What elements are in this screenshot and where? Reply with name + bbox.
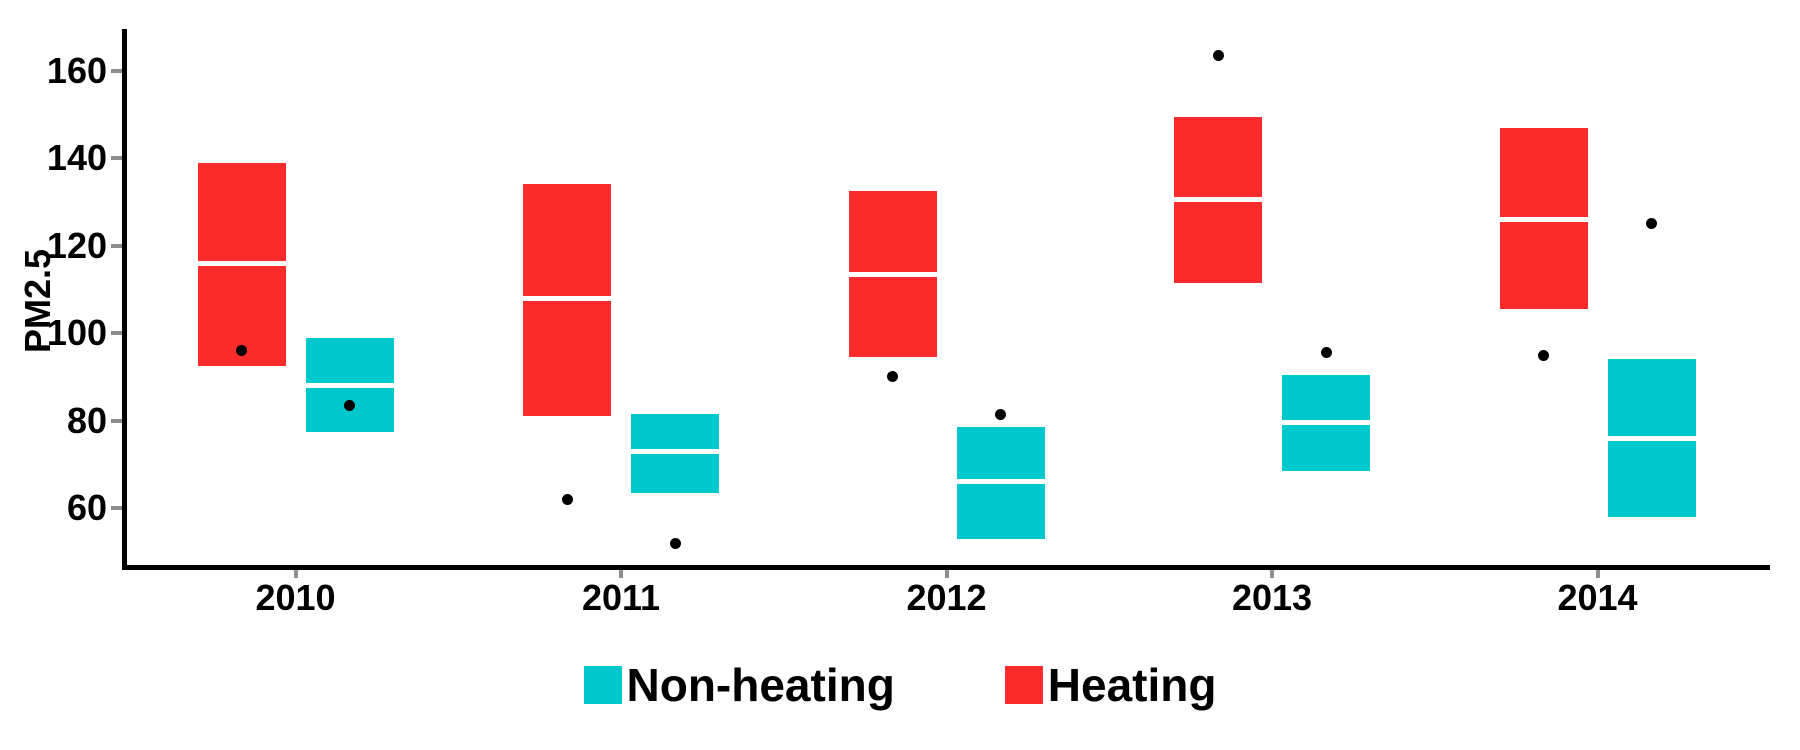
median-line-non-heating-2014 [1607,435,1696,441]
median-line-non-heating-2013 [1282,420,1370,426]
legend-swatch-non-heating [583,666,622,704]
outlier-point-non-heating-2012 [995,408,1006,420]
outlier-point-heating-2013 [1212,49,1224,61]
x-tick-label: 2011 [581,577,661,618]
outlier-point-non-heating-2011 [669,537,681,549]
y-axis-line [122,29,127,570]
x-tick-label: 2010 [255,577,336,618]
x-tick-mark [619,570,623,578]
median-line-non-heating-2012 [956,479,1045,485]
outlier-point-heating-2012 [887,371,898,383]
x-tick-label: 2014 [1557,577,1638,618]
median-line-non-heating-2010 [305,383,394,389]
outlier-point-heating-2011 [561,493,573,505]
median-line-heating-2011 [523,295,611,301]
outlier-point-non-heating-2010 [344,399,355,411]
outlier-point-heating-2010 [236,345,247,357]
legend: Non-heating Heating [0,659,1800,711]
legend-label-heating: Heating [1047,659,1217,711]
y-tick-mark [111,331,122,336]
y-tick-mark [111,156,122,161]
median-line-heating-2013 [1174,197,1262,203]
legend-label-non-heating: Non-heating [626,659,895,711]
x-axis-line [122,565,1770,570]
legend-swatch-heating [1004,666,1043,704]
legend-item-non-heating: Non-heating [583,659,895,711]
y-tick-mark [111,418,122,423]
outlier-point-non-heating-2014 [1646,218,1657,230]
y-tick-mark [111,243,122,248]
y-tick-label: 60 [66,487,107,529]
median-line-heating-2014 [1499,216,1588,222]
legend-item-heating: Heating [1004,659,1217,711]
y-tick-label: 160 [46,49,107,91]
outlier-point-heating-2014 [1538,349,1549,361]
median-line-heating-2012 [848,271,937,277]
median-line-non-heating-2011 [631,448,719,454]
y-tick-mark [111,506,122,511]
y-tick-label: 140 [46,137,107,179]
x-tick-mark [293,570,298,578]
x-tick-label: 2013 [1231,577,1313,618]
median-line-heating-2010 [197,260,286,266]
x-tick-mark [1595,570,1600,578]
x-tick-mark [944,570,949,578]
y-tick-label: 120 [46,224,107,266]
y-tick-label: 80 [66,399,107,441]
x-tick-mark [1270,570,1274,578]
y-tick-label: 100 [46,312,107,354]
x-tick-label: 2012 [906,577,987,618]
outlier-point-non-heating-2013 [1320,347,1332,359]
y-tick-mark [111,68,122,73]
